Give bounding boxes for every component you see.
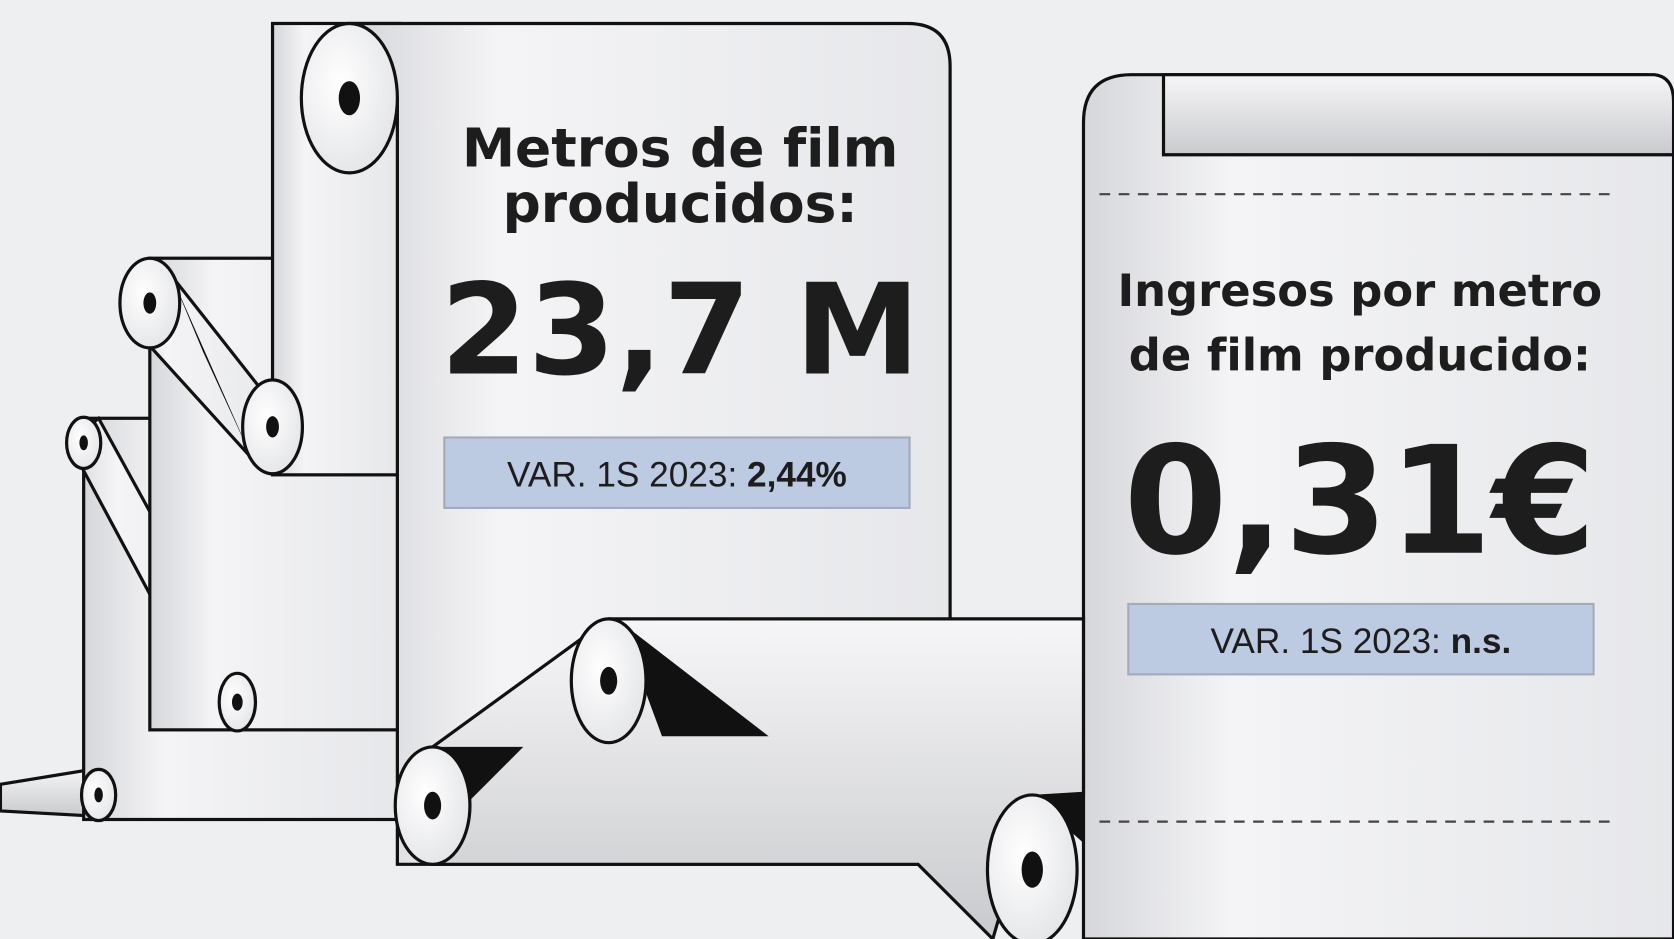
roll-hole [79,435,88,450]
panel-value: 0,31€ [1124,415,1597,589]
roll-hole [94,787,103,802]
variation-label: VAR. 1S 2023: [507,456,737,495]
panel-title: producidos: [503,172,858,235]
variation-text: VAR. 1S 2023: n.s. [1211,622,1512,661]
roll-hole [600,667,617,695]
variation-value: n.s. [1451,622,1512,661]
roll-hole [1022,852,1043,888]
roll-hole [232,694,243,711]
roll-hole [143,292,156,313]
scroll-curl [1164,75,1674,155]
infographic: Metros de film producidos: 23,7 M VAR. 1… [0,0,1674,939]
panel-title: Metros de film [462,116,898,179]
roll-hole [266,416,279,437]
page: Metros de film producidos: 23,7 M VAR. 1… [0,0,1674,939]
roll-hole [339,81,360,115]
panel-title: Ingresos por metro [1118,264,1603,317]
variation-value: 2,44% [747,456,847,495]
variation-label: VAR. 1S 2023: [1211,622,1441,661]
variation-text: VAR. 1S 2023: 2,44% [507,456,847,495]
panel-title: de film producido: [1129,328,1591,381]
roll-hole [424,792,441,820]
panel-value: 23,7 M [440,256,920,403]
